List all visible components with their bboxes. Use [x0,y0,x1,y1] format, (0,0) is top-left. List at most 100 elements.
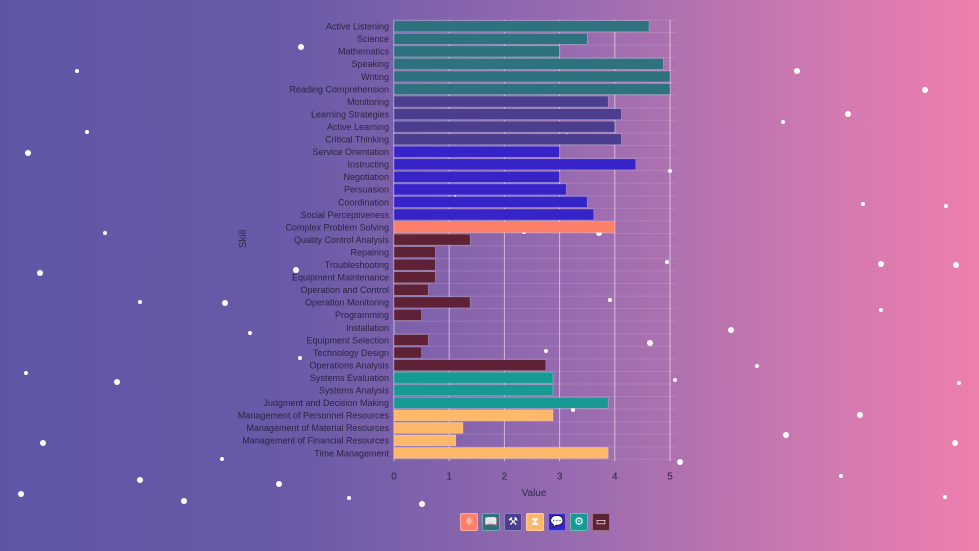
background-dot [878,261,884,267]
bar [393,45,560,58]
bar [393,83,671,95]
x-tick-labels: 0 1 2 3 4 5 [391,471,673,482]
background-dot [794,68,800,74]
x-tick-label: 3 [557,471,563,482]
background-dot [114,379,120,385]
bar [393,284,429,296]
y-tick-label: Equipment Selection [306,335,389,345]
y-tick-labels: Active Listening Science Mathematics Speaki… [238,22,390,459]
y-tick-label: Quality Control Analysis [294,235,390,245]
bar [393,359,547,371]
background-dot [25,150,31,156]
y-tick-label: Social Perceptiveness [300,210,389,220]
y-tick-label: Writing [361,72,389,82]
background-dot [103,231,107,235]
background-dot [85,130,89,134]
background-dot [293,267,299,273]
hourglass-icon[interactable]: ⧗ [526,513,544,531]
background-dot [647,340,653,346]
background-dot [24,371,28,375]
bar [393,183,567,196]
y-tick-label: Science [357,34,389,44]
speech-bubble-icon[interactable]: 💬 [548,513,566,531]
background-dot [783,432,789,438]
y-tick-label: Monitoring [347,97,389,107]
background-dot [18,491,24,497]
book-icon[interactable]: 📖 [482,513,500,531]
bar [393,58,664,70]
y-tick-label: Critical Thinking [325,135,389,145]
y-axis-title: Skill [238,230,249,248]
y-tick-label: Operation and Control [300,285,389,295]
y-tick-label: Systems Evaluation [310,373,389,383]
y-tick-label: Service Orientation [312,147,389,157]
bar [393,334,429,346]
bar [393,296,471,309]
y-tick-label: Time Management [314,448,389,458]
atom-icon[interactable]: ⚛ [460,513,478,531]
background-dot [943,495,947,499]
y-tick-label: Speaking [351,59,389,69]
bar [393,20,650,33]
y-tick-label: Complex Problem Solving [285,222,389,232]
background-dot [944,204,948,208]
x-tick-label: 2 [502,471,508,482]
bar [393,309,422,321]
background-dot [857,412,863,418]
background-dot [677,459,683,465]
y-tick-label: Instructing [347,160,389,170]
background-dot [40,440,46,446]
background-dot [755,364,759,368]
bars [393,20,671,459]
background-dot [861,202,865,206]
bar [393,447,609,459]
background-dot [181,498,187,504]
background-dot [665,260,669,264]
background-dot [298,44,304,50]
background-dot [953,262,959,268]
bar [393,258,436,271]
bar [393,95,609,108]
y-tick-label: Persuasion [344,185,389,195]
background-dot [957,381,961,385]
y-tick-label: Mathematics [338,47,390,57]
bar [393,396,609,409]
bar [393,70,671,83]
x-tick-label: 0 [391,471,397,482]
bar [393,120,616,133]
background-dot [781,120,785,124]
background-dot [248,331,252,335]
bar [393,422,464,434]
bar [393,346,422,359]
background-dot [419,501,425,507]
background-dot [952,440,958,446]
background-dot [728,327,734,333]
background-dot [138,300,142,304]
bar [393,145,560,158]
background-dot [298,356,302,360]
y-tick-label: Reading Comprehension [289,84,389,94]
gavel-icon[interactable]: ⚒ [504,513,522,531]
background-dot [75,69,79,73]
background-dot [922,87,928,93]
y-tick-label: Operations Analysis [309,360,389,370]
x-tick-label: 4 [612,471,618,482]
network-icon[interactable]: ⚙ [570,513,588,531]
background-dot [845,111,851,117]
y-tick-label: Troubleshooting [325,260,389,270]
background-dot [347,496,351,500]
background-dot [544,349,548,353]
y-tick-label: Repairing [350,247,389,257]
y-tick-label: Management of Material Resources [246,423,389,433]
background-dot [608,298,612,302]
bar [393,196,588,208]
bar [393,409,554,422]
legend: ⚛ 📖 ⚒ ⧗ 💬 ⚙ ▭ [460,513,610,531]
background-dot [37,270,43,276]
monitor-icon[interactable]: ▭ [592,513,610,531]
background-dot [571,408,575,412]
y-tick-label: Technology Design [313,348,389,358]
y-tick-label: Management of Financial Resources [242,436,389,446]
bar [393,221,616,233]
